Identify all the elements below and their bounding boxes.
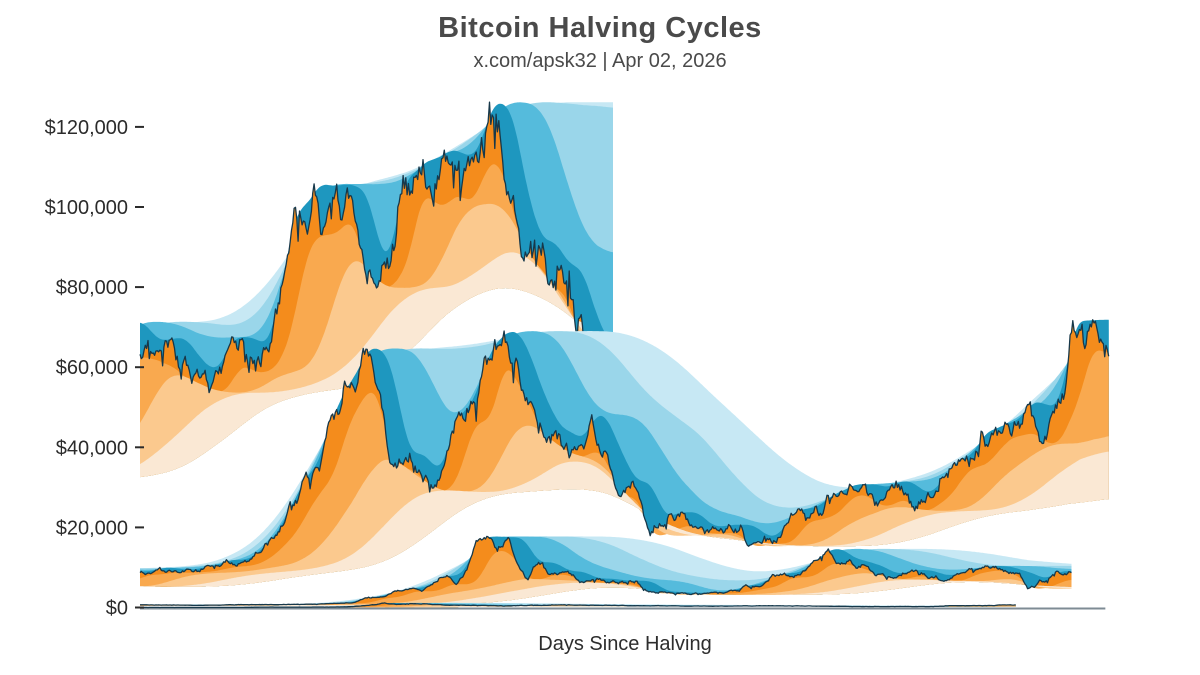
y-tick-label: $120,000 [45, 117, 128, 139]
price-curve [140, 535, 1072, 607]
cycle-second_previous_halving_cycle [140, 535, 1072, 607]
y-tick-label: $20,000 [56, 517, 128, 539]
y-tick-label: $40,000 [56, 437, 128, 459]
cycle-band [140, 451, 1109, 587]
y-tick-label: $0 [106, 598, 128, 620]
chart-subtitle: x.com/apsk32 | Apr 02, 2026 [473, 50, 727, 72]
chart-title: Bitcoin Halving Cycles [438, 12, 762, 44]
price-curve [139, 602, 1016, 609]
cycle-band [140, 573, 1072, 606]
cycle-previous_halving_cycle [139, 319, 1110, 587]
price-curve [139, 101, 614, 394]
x-axis-label: Days Since Halving [538, 633, 712, 655]
y-tick-label: $60,000 [56, 357, 128, 379]
cycle-third_previous_halving_cycle [139, 602, 1016, 609]
cycle-band [140, 579, 1072, 606]
y-tick-label: $80,000 [56, 277, 128, 299]
y-tick-label: $100,000 [45, 197, 128, 219]
price-curve [139, 319, 1110, 576]
